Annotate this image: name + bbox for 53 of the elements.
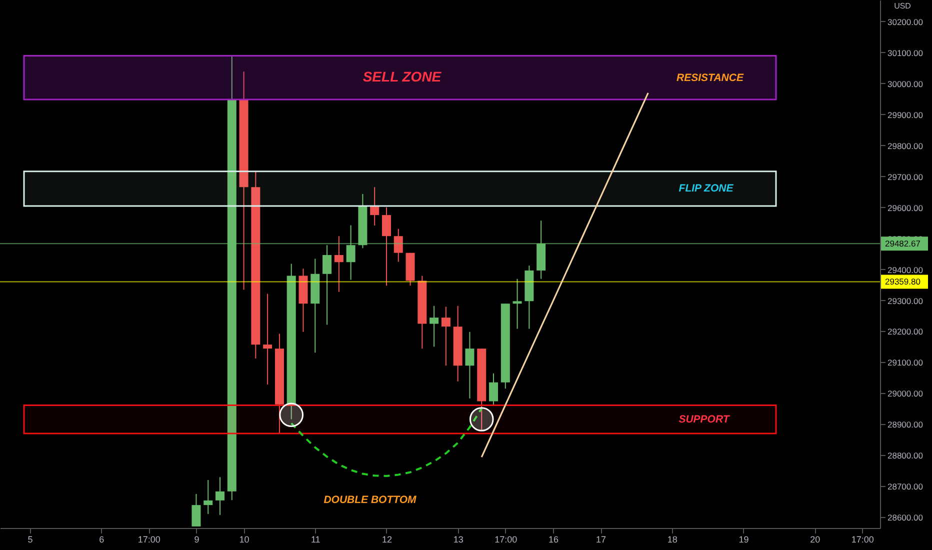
- y-tick-label: 29300.00: [888, 296, 924, 306]
- ref-line-label: 29359.80: [885, 276, 921, 287]
- candlestick: [334, 236, 344, 292]
- y-tick-label: 29800.00: [888, 140, 924, 151]
- band-label: SUPPORT: [678, 413, 731, 426]
- candlestick: [263, 293, 272, 386]
- x-tick-label: 9: [194, 534, 200, 544]
- x-tick-label: 20: [810, 534, 820, 544]
- y-tick-label: 28900.00: [888, 420, 924, 430]
- x-tick-label: 18: [667, 534, 678, 544]
- candlestick: [489, 372, 498, 406]
- candlestick: [465, 331, 474, 399]
- candlestick: [512, 278, 522, 330]
- candlestick: [394, 228, 403, 262]
- candlestick: [382, 206, 391, 286]
- y-tick-label: 30000.00: [888, 78, 924, 89]
- y-tick-label: 29000.00: [888, 388, 924, 399]
- x-tick-label: 17:00: [138, 534, 160, 544]
- band-label: SELL ZONE: [362, 68, 442, 85]
- annotation: RESISTANCE: [676, 72, 744, 84]
- y-tick-label: 30200.00: [888, 16, 924, 27]
- y-axis-title: USD: [894, 2, 912, 10]
- x-tick-label: 13: [453, 534, 464, 544]
- x-tick-label: 12: [382, 534, 392, 544]
- y-tick-label: 30100.00: [888, 48, 924, 58]
- candlestick: [192, 493, 201, 527]
- candlestick: [204, 479, 213, 515]
- y-tick-label: 29200.00: [888, 326, 924, 337]
- y-tick-label: 29600.00: [888, 202, 924, 213]
- x-tick-label: 17:00: [494, 534, 518, 544]
- y-tick-label: 29900.00: [888, 110, 924, 120]
- y-tick-label: 29400.00: [888, 264, 924, 275]
- y-tick-label: 28700.00: [888, 482, 924, 492]
- band-label: FLIP ZONE: [678, 182, 734, 195]
- y-tick-label: 29700.00: [888, 172, 924, 182]
- ref-line-label: 29482.67: [885, 238, 921, 249]
- x-tick-label: 19: [738, 534, 749, 544]
- y-tick-label: 29100.00: [888, 358, 924, 368]
- candlestick: [441, 306, 450, 366]
- x-tick-label: 10: [239, 534, 250, 544]
- candlestick: [216, 476, 224, 516]
- x-tick-label: 17: [596, 534, 606, 544]
- line-series: [480, 92, 649, 458]
- x-tick-label: 16: [548, 534, 558, 544]
- candlestick: [370, 186, 380, 226]
- annotation: DOUBLE BOTTOM: [324, 494, 417, 506]
- x-tick-label: 11: [310, 534, 320, 544]
- x-tick-label: 17:00: [851, 534, 874, 544]
- y-tick-label: 28800.00: [888, 450, 924, 461]
- candlestick: [430, 305, 439, 348]
- y-tick-label: 28600.00: [888, 512, 924, 523]
- x-tick-label: 6: [99, 534, 104, 544]
- x-tick-label: 5: [28, 534, 33, 544]
